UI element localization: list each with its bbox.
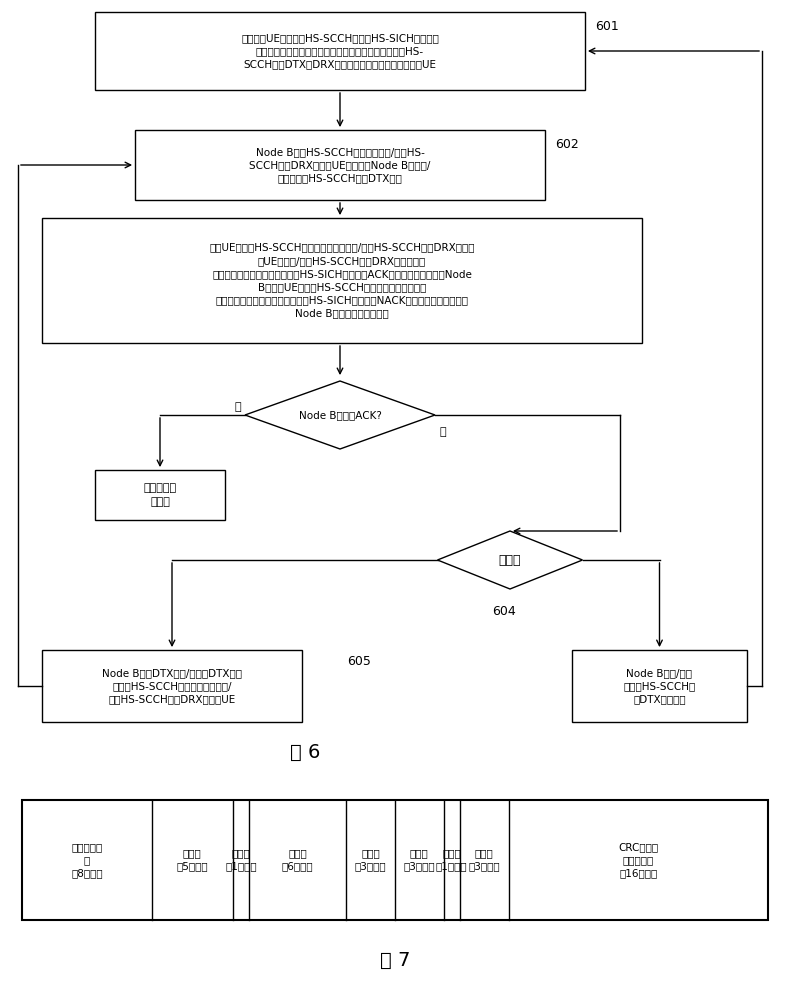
Text: 保留位
（1比特）: 保留位 （1比特） <box>436 848 468 872</box>
Text: 保留位
（3比特）: 保留位 （3比特） <box>355 848 386 872</box>
Text: 保留位
（3比特）: 保留位 （3比特） <box>404 848 435 872</box>
Text: Node B通过HS-SCCH信道发送进入/退出HS-
SCCH信道DRX命令给UE，同时，Node B进入到/
退出对应的HS-SCCH信道DTX状态: Node B通过HS-SCCH信道发送进入/退出HS- SCCH信道DRX命令给… <box>250 147 431 183</box>
Text: Node B退出/重新
进入到HS-SCCH信
道DTX发射模式: Node B退出/重新 进入到HS-SCCH信 道DTX发射模式 <box>623 668 696 704</box>
Text: 605: 605 <box>347 655 371 668</box>
Text: 图 7: 图 7 <box>380 950 410 970</box>
Text: 604: 604 <box>492 605 516 618</box>
Bar <box>95 12 585 90</box>
Text: 是: 是 <box>235 402 241 412</box>
Text: 否: 否 <box>439 427 446 437</box>
Bar <box>22 800 768 920</box>
Text: CRC（循环
冕余校验）
（16比特）: CRC（循环 冕余校验） （16比特） <box>619 842 658 878</box>
Text: 图 6: 图 6 <box>290 742 320 762</box>
Text: 保留位
（6比特）: 保留位 （6比特） <box>282 848 314 872</box>
Text: 命令发送过
程结束: 命令发送过 程结束 <box>144 483 176 507</box>
Polygon shape <box>438 531 582 589</box>
Bar <box>42 218 642 343</box>
Bar <box>42 650 302 722</box>
Text: 601: 601 <box>595 20 619 33</box>
Bar <box>572 650 747 722</box>
Text: 602: 602 <box>555 138 579 151</box>
Bar <box>135 130 545 200</box>
Text: 网络侧为UE初始分配HS-SCCH信道和HS-SICH信道资源
用作资源分配控制信道和信息反馈控制信道，配置进行HS-
SCCH信道DTX和DRX的周期，并通过: 网络侧为UE初始分配HS-SCCH信道和HS-SICH信道资源 用作资源分配控制… <box>241 33 439 69</box>
Polygon shape <box>245 381 435 449</box>
Text: 如果UE接收到HS-SCCH信道并正确收到进入/退出HS-SCCH信道DRX命令，
则UE进入到/退出HS-SCCH信道DRX接收状态，
并且在预定时间后，通过: 如果UE接收到HS-SCCH信道并正确收到进入/退出HS-SCCH信道DRX命令… <box>209 242 475 318</box>
Text: 保留位
（1比特）: 保留位 （1比特） <box>225 848 257 872</box>
Text: 二选一: 二选一 <box>498 554 521 566</box>
Text: 保留位
（3比特）: 保留位 （3比特） <box>468 848 500 872</box>
Text: Node B采用DTX方式/在退出DTX状态
下通过HS-SCCH信道重新发送进入/
退出HS-SCCH信道DRX命令给UE: Node B采用DTX方式/在退出DTX状态 下通过HS-SCCH信道重新发送进… <box>102 668 242 704</box>
Bar <box>95 470 225 520</box>
Text: 特殊信息字
段
（8比特）: 特殊信息字 段 （8比特） <box>71 842 103 878</box>
Text: 保留位
（5比特）: 保留位 （5比特） <box>176 848 208 872</box>
Text: Node B接收到ACK?: Node B接收到ACK? <box>299 410 382 420</box>
